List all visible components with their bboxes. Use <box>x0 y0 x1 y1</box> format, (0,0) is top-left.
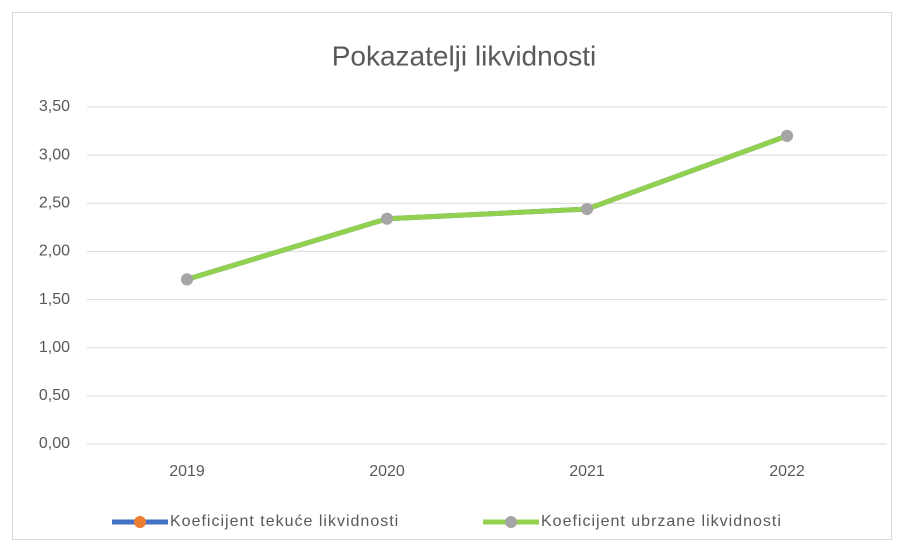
y-tick-label: 3,50 <box>39 98 70 115</box>
marker <box>181 273 193 286</box>
x-tick-label: 2019 <box>169 463 205 480</box>
marker <box>781 129 793 142</box>
marker <box>581 203 593 216</box>
y-tick-label: 1,00 <box>39 339 70 356</box>
legend-label: Koeficijent tekuće likvidnosti <box>170 513 399 530</box>
chart-border <box>12 12 892 540</box>
x-tick-label: 2021 <box>569 463 605 480</box>
x-tick-label: 2020 <box>369 463 405 480</box>
legend-marker <box>505 516 517 528</box>
y-tick-label: 3,00 <box>39 146 70 163</box>
y-tick-label: 0,50 <box>39 387 70 404</box>
series-line <box>186 133 788 282</box>
chart-title: Pokazatelji likvidnosti <box>332 40 597 71</box>
legend-marker <box>134 516 146 528</box>
legend-label: Koeficijent ubrzane likvidnosti <box>541 513 782 530</box>
x-tick-label: 2022 <box>769 463 805 480</box>
marker <box>381 212 393 225</box>
y-tick-label: 0,00 <box>39 435 70 452</box>
y-tick-label: 2,00 <box>39 243 70 260</box>
y-tick-label: 2,50 <box>39 195 70 212</box>
y-tick-label: 1,50 <box>39 291 70 308</box>
